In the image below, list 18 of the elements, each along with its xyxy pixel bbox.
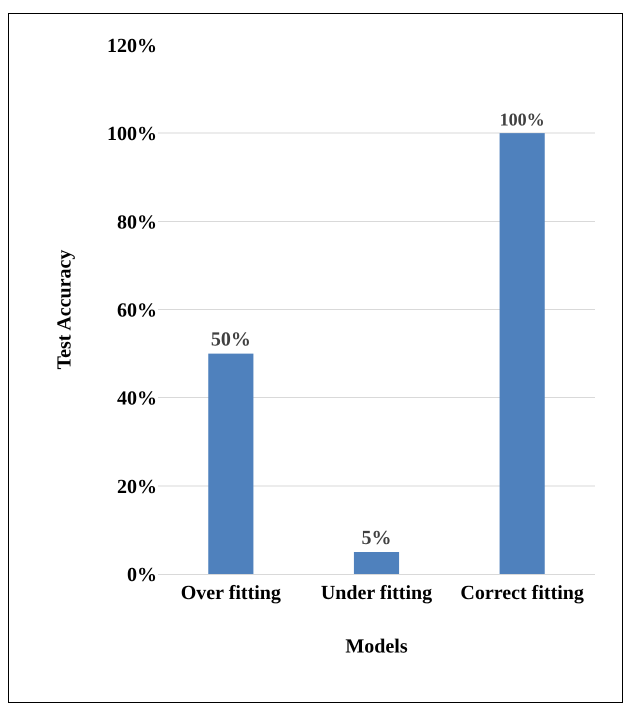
y-tick-label: 60%: [117, 300, 157, 322]
bar: [208, 354, 254, 574]
x-tick-label: Over fitting: [180, 582, 281, 604]
y-axis-title: Test Accuracy: [54, 250, 76, 370]
x-tick-label: Correct fitting: [460, 582, 584, 604]
x-tick-label: Under fitting: [320, 582, 432, 604]
bar: [500, 133, 545, 574]
y-tick-label: 80%: [117, 211, 157, 234]
data-label: 5%: [362, 526, 392, 549]
data-label: 100%: [500, 110, 545, 130]
data-label: 50%: [210, 328, 251, 351]
y-tick-label: 0%: [127, 564, 157, 586]
x-axis-title: Models: [345, 636, 408, 658]
y-tick-label: 40%: [117, 388, 157, 410]
bar: [354, 552, 400, 574]
y-tick-label: 120%: [107, 35, 157, 57]
y-tick-label: 20%: [117, 476, 157, 498]
y-tick-label: 100%: [107, 123, 157, 146]
